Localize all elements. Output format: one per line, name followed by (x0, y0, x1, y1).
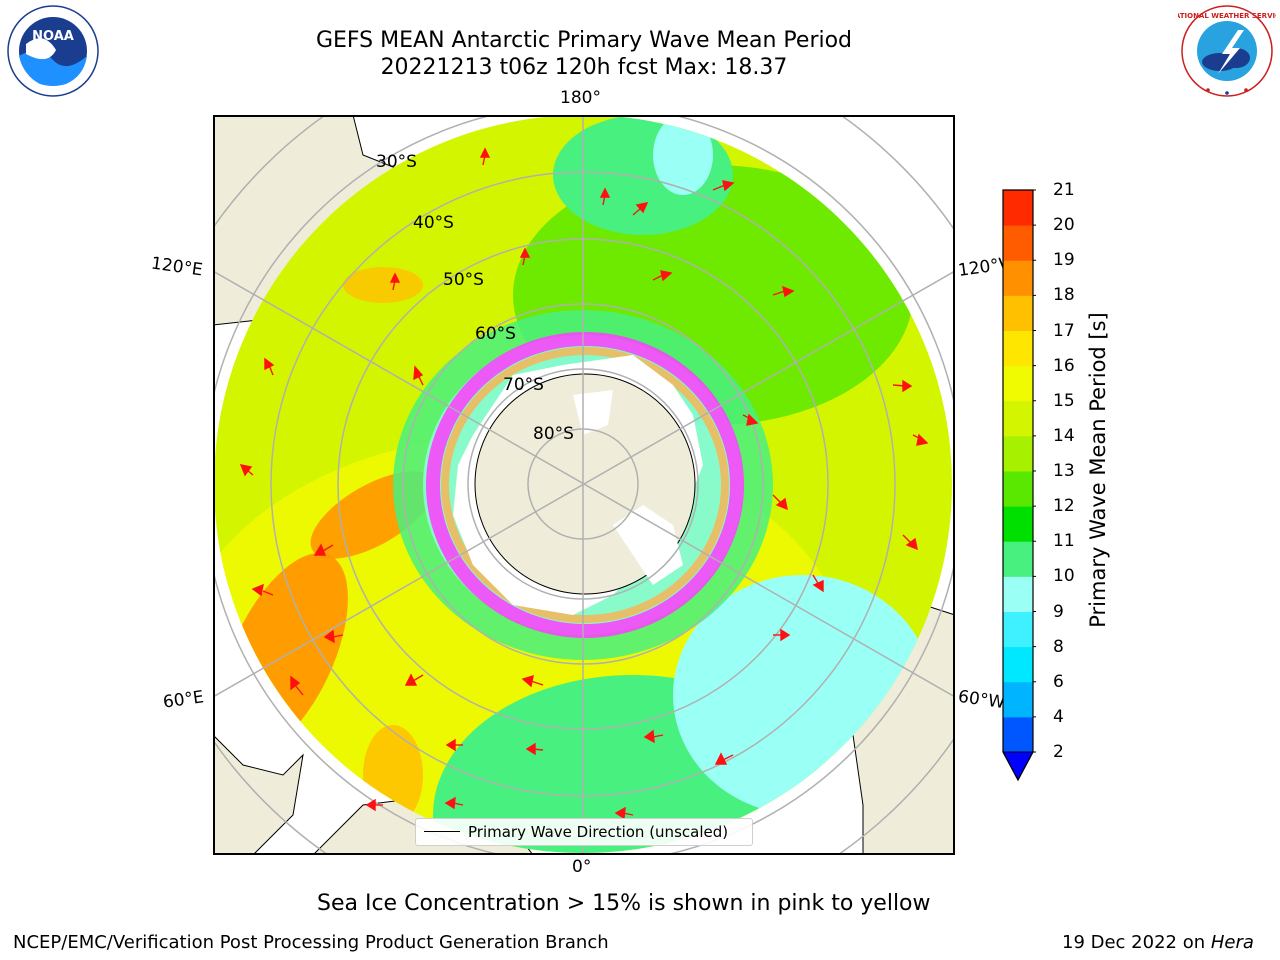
noaa-logo-icon: NOAA (7, 5, 99, 97)
colorbar-tick-label: 14 (1053, 425, 1075, 446)
colorbar-segment (1003, 716, 1033, 753)
colorbar-tick-label: 2 (1053, 742, 1064, 762)
meridian-label-0: 0° (572, 857, 592, 877)
colorbar-segment (1003, 506, 1033, 542)
colorbar-tick-label: 12 (1053, 496, 1075, 517)
graticule (214, 115, 954, 855)
colorbar-segment (1003, 400, 1033, 437)
parallel-label-70s: 70°S (503, 375, 544, 395)
colorbar-segment (1003, 681, 1033, 718)
colorbar-segment (1003, 611, 1033, 648)
polar-map (213, 115, 955, 855)
colorbar-tick-label: 9 (1053, 601, 1064, 622)
parallel-label-60s: 60°S (475, 324, 516, 344)
meridian-label-60e: 60°E (161, 687, 206, 713)
meridian-label-180: 180° (560, 88, 601, 108)
legend-text: Primary Wave Direction (unscaled) (468, 823, 729, 841)
map-legend: Primary Wave Direction (unscaled) (415, 818, 753, 846)
parallel-label-30s: 30°S (376, 152, 417, 172)
parallel-label-50s: 50°S (443, 270, 484, 290)
colorbar-segment (1003, 471, 1033, 507)
sea-ice-caption: Sea Ice Concentration > 15% is shown in … (317, 891, 931, 916)
sea-ice-ring (426, 332, 744, 638)
chart-subtitle: 20221213 t06z 120h fcst Max: 18.37 (380, 55, 788, 80)
svg-text:NATIONAL WEATHER SERVICE: NATIONAL WEATHER SERVICE (1178, 12, 1276, 20)
colorbar-tick-label: 20 (1053, 215, 1075, 236)
colorbar-tick-label: 4 (1053, 706, 1064, 727)
colorbar-tick-label: 13 (1053, 461, 1075, 481)
colorbar-tick-label: 11 (1053, 531, 1075, 552)
meridian-label-120e: 120°E (149, 253, 204, 281)
colorbar-segment (1003, 365, 1033, 402)
colorbar-segment (1003, 330, 1033, 367)
colorbar-extend (1002, 751, 1034, 782)
colorbar-tick-label: 10 (1053, 566, 1075, 587)
footer-host: Hera (1210, 932, 1254, 953)
parallel-label-80s: 80°S (533, 424, 574, 444)
colorbar-tick-label: 17 (1053, 320, 1075, 341)
colorbar-tick-label: 19 (1053, 250, 1075, 271)
parallel-label-40s: 40°S (413, 213, 454, 233)
colorbar-tick-label: 8 (1053, 636, 1064, 657)
colorbar-segment (1003, 260, 1033, 296)
colorbar-segment (1003, 541, 1033, 577)
svg-text:NOAA: NOAA (32, 29, 74, 44)
colorbar-segment (1003, 295, 1033, 331)
colorbar-tick-label: 21 (1053, 180, 1075, 200)
footer-date-text: 19 Dec 2022 on (1062, 932, 1211, 953)
colorbar (1002, 189, 1036, 782)
colorbar-label: Primary Wave Mean Period [s] (1086, 312, 1110, 628)
colorbar-tick-label: 18 (1053, 285, 1075, 306)
colorbar-segment (1003, 190, 1033, 226)
chart-title: GEFS MEAN Antarctic Primary Wave Mean Pe… (315, 28, 853, 53)
colorbar-tick-label: 6 (1053, 671, 1064, 692)
nws-logo-icon: NATIONAL WEATHER SERVICE (1178, 5, 1276, 97)
colorbar-segment (1003, 576, 1033, 612)
colorbar-tick-label: 15 (1053, 390, 1075, 411)
wave-direction-arrows (239, 147, 929, 820)
colorbar-segment (1003, 435, 1033, 472)
colorbar-segment (1003, 646, 1033, 683)
colorbar-segment (1003, 225, 1033, 261)
legend-line-swatch (424, 831, 460, 832)
colorbar-tick-label: 16 (1053, 355, 1075, 376)
footer-date: 19 Dec 2022 on Hera (1062, 932, 1254, 953)
footer-credit: NCEP/EMC/Verification Post Processing Pr… (13, 932, 609, 953)
meridian-label-60w: 60°W (956, 686, 1007, 714)
